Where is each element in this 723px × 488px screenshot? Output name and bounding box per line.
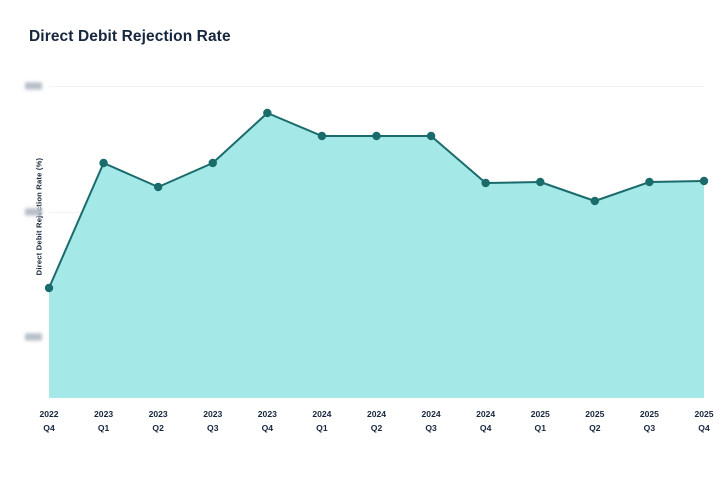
- x-tick-year: 2024: [421, 409, 441, 419]
- data-point[interactable]: [699, 176, 709, 186]
- page-title: Direct Debit Rejection Rate: [29, 28, 231, 45]
- x-tick-label: 2023 Q2: [128, 408, 188, 435]
- x-tick-year: 2023: [94, 409, 114, 419]
- data-point[interactable]: [372, 131, 381, 141]
- x-tick-label: 2024 Q1: [292, 408, 352, 435]
- x-tick-year: 2024: [476, 409, 496, 419]
- x-tick-quarter: Q4: [43, 422, 55, 433]
- data-point[interactable]: [317, 131, 327, 141]
- x-tick-quarter: Q1: [316, 422, 328, 433]
- x-tick-quarter: Q3: [425, 422, 437, 433]
- y-tick-label-redacted: [25, 208, 42, 216]
- gridline: [49, 86, 704, 87]
- x-tick-year: 2023: [203, 409, 223, 419]
- x-tick-label: 2025 Q3: [619, 408, 679, 435]
- data-point[interactable]: [536, 177, 545, 187]
- x-axis-tick-labels: 2022 Q4 2023 Q1 2023 Q2 2023 Q3 2023 Q4 2024 Q1 2024…: [39, 408, 713, 448]
- data-point[interactable]: [263, 108, 272, 118]
- data-point[interactable]: [426, 131, 436, 141]
- x-tick-year: 2022: [39, 409, 59, 419]
- data-point[interactable]: [645, 177, 654, 187]
- x-tick-quarter: Q1: [534, 422, 546, 433]
- x-tick-label: 2024 Q2: [347, 408, 407, 435]
- x-tick-quarter: Q3: [207, 422, 219, 433]
- y-tick-label-redacted: [25, 82, 42, 90]
- x-tick-year: 2025: [639, 409, 659, 419]
- x-tick-quarter: Q4: [261, 422, 274, 433]
- x-tick-quarter: Q2: [370, 422, 383, 433]
- x-tick-label: 2023 Q4: [237, 408, 297, 435]
- data-point[interactable]: [99, 158, 108, 168]
- area-fill: [49, 113, 704, 398]
- area-chart-svg: [44, 108, 709, 398]
- x-tick-year: 2025: [530, 409, 550, 419]
- x-tick-quarter: Q4: [698, 422, 710, 433]
- x-tick-quarter: Q4: [479, 422, 492, 433]
- x-tick-label: 2025 Q4: [674, 408, 723, 435]
- y-axis-label: Direct Debit Rejection Rate (%): [34, 157, 44, 276]
- x-tick-year: 2025: [585, 409, 605, 419]
- data-point[interactable]: [153, 182, 163, 192]
- x-tick-label: 2022 Q4: [19, 408, 79, 435]
- x-tick-quarter: Q2: [589, 422, 601, 433]
- data-point[interactable]: [481, 178, 490, 188]
- data-point[interactable]: [590, 196, 600, 206]
- x-tick-quarter: Q1: [97, 422, 110, 433]
- x-tick-label: 2025 Q2: [565, 408, 625, 435]
- plot-area: [44, 60, 709, 398]
- y-tick-label-redacted: [25, 333, 42, 341]
- x-tick-year: 2025: [694, 409, 714, 419]
- data-point[interactable]: [44, 283, 54, 293]
- x-tick-quarter: Q2: [152, 422, 164, 433]
- x-tick-year: 2023: [148, 409, 168, 419]
- x-tick-label: 2024 Q4: [456, 408, 516, 435]
- x-tick-year: 2023: [257, 409, 277, 419]
- x-tick-year: 2024: [366, 409, 387, 419]
- x-tick-year: 2024: [312, 409, 332, 419]
- x-tick-label: 2025 Q1: [510, 408, 570, 435]
- x-tick-quarter: Q3: [643, 422, 656, 433]
- x-tick-label: 2023 Q1: [74, 408, 134, 435]
- data-point[interactable]: [208, 158, 217, 168]
- data-point-markers[interactable]: [44, 108, 709, 293]
- x-tick-label: 2023 Q3: [183, 408, 243, 435]
- x-tick-label: 2024 Q3: [401, 408, 461, 435]
